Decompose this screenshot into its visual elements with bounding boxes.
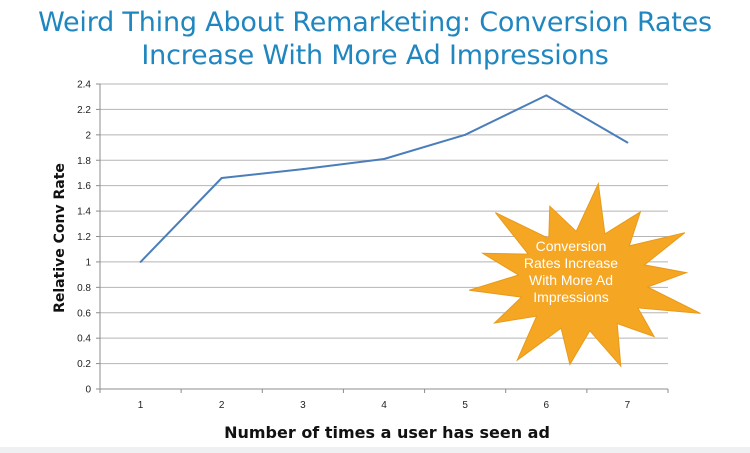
starburst-text-line: With More Ad (529, 272, 613, 288)
y-tick-label: 2.4 (77, 80, 91, 91)
slide-title-line-2: Increase With More Ad Impressions (141, 40, 609, 71)
y-tick-label: 1 (85, 257, 91, 268)
y-tick-label: 1.8 (77, 156, 91, 167)
x-tick-label: 4 (381, 400, 387, 411)
y-axis-title: Relative Conv Rate (52, 163, 68, 313)
y-tick-label: 0 (85, 385, 91, 396)
x-axis-title: Number of times a user has seen ad (224, 423, 550, 442)
y-tick-label: 0.2 (77, 359, 91, 370)
y-tick-label: 1.4 (77, 207, 91, 218)
y-tick-label: 1.2 (77, 232, 91, 243)
x-tick-label: 7 (625, 400, 631, 411)
starburst-text-line: Conversion (536, 238, 607, 254)
y-tick-labels: 0 0.2 0.4 0.6 0.8 1 1.2 1.4 1.6 1.8 2 2.2 2.4 (77, 80, 91, 396)
starburst-text-line: Impressions (533, 289, 608, 305)
data-point (545, 94, 548, 97)
y-tick-label: 0.8 (77, 283, 91, 294)
series-lines (139, 94, 629, 263)
data-point (626, 141, 629, 144)
x-tick-label: 2 (219, 400, 225, 411)
data-point (383, 157, 385, 160)
slide-title: Weird Thing About Remarketing: Conversio… (0, 6, 750, 72)
y-tick-label: 2 (85, 130, 91, 141)
data-point (464, 133, 467, 136)
x-tick-labels: 1 2 3 4 5 6 7 (138, 400, 631, 411)
data-point (139, 260, 142, 263)
x-tick-label: 5 (462, 400, 468, 411)
y-tick-label: 2.2 (77, 105, 91, 116)
y-tick-label: 0.6 (77, 308, 91, 319)
slide-title-line-1: Weird Thing About Remarketing: Conversio… (38, 7, 712, 38)
axes (96, 83, 669, 393)
data-point (301, 168, 304, 171)
x-tick-label: 1 (138, 400, 144, 411)
starburst-text-line: Rates Increase (524, 255, 618, 271)
starburst-shape (469, 181, 701, 368)
y-tick-label: 1.6 (77, 181, 91, 192)
data-point (220, 177, 223, 180)
slide-bottom-strip (0, 447, 750, 453)
x-tick-label: 3 (300, 400, 306, 411)
y-tick-label: 0.4 (77, 334, 91, 345)
x-tick-label: 6 (544, 400, 550, 411)
